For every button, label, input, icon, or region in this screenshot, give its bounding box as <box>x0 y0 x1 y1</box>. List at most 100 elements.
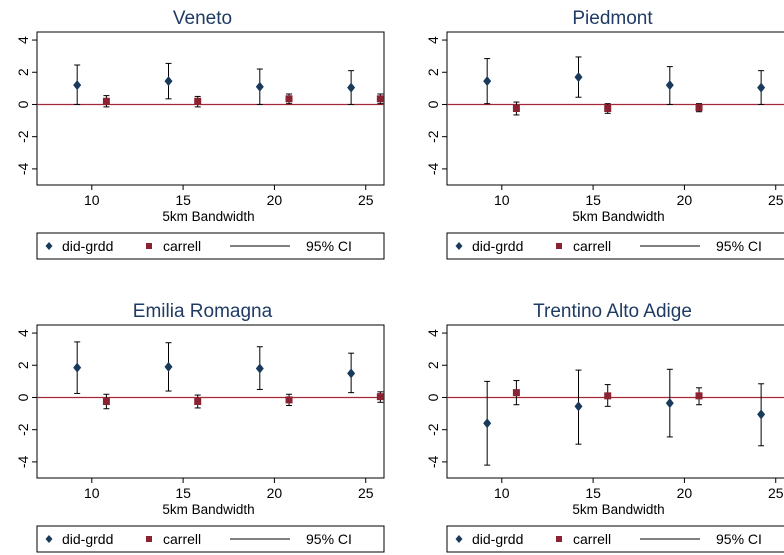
did-grdd-point <box>164 76 173 87</box>
x-tick-label: 10 <box>494 485 510 501</box>
carrell-point <box>102 97 110 105</box>
carrell-point <box>512 389 520 397</box>
did-grdd-point <box>483 418 492 429</box>
did-grdd-point <box>483 76 492 87</box>
x-tick-label: 25 <box>358 485 374 501</box>
diamond-icon <box>45 535 53 543</box>
panel-title: Veneto <box>173 8 232 29</box>
plot-frame <box>36 31 385 186</box>
panel-title: Emilia Romagna <box>133 301 273 322</box>
legend: did-grdd carrell 95% CI <box>36 525 385 553</box>
y-tick-label: 0 <box>425 100 441 108</box>
legend: did-grdd carrell 95% CI <box>446 525 784 553</box>
y-tick-label: 0 <box>425 393 441 401</box>
did-grdd-point <box>255 363 264 374</box>
x-tick-label: 20 <box>677 485 693 501</box>
did-grdd-point <box>164 361 173 372</box>
legend-frame <box>36 232 385 260</box>
y-tick-label: -2 <box>15 130 31 143</box>
legend-label-ci: 95% CI <box>716 238 762 254</box>
carrell-point <box>695 104 703 112</box>
did-grdd-point <box>255 81 264 92</box>
square-icon <box>556 536 562 542</box>
did-grdd-point <box>757 82 766 93</box>
diamond-icon <box>455 242 463 250</box>
y-tick-label: -2 <box>425 130 441 143</box>
carrell-point <box>194 97 202 105</box>
x-axis-label: 5km Bandwidth <box>572 502 664 517</box>
did-grdd-point <box>73 362 82 373</box>
y-tick-label: 4 <box>15 36 31 44</box>
y-tick-label: -4 <box>425 162 441 175</box>
did-grdd-point <box>574 401 583 412</box>
legend-label-carrell: carrell <box>163 531 201 547</box>
x-axis-label: 5km Bandwidth <box>162 209 254 224</box>
x-axis-label: 5km Bandwidth <box>572 209 664 224</box>
did-grdd-point <box>347 368 356 379</box>
panel-title: Piedmont <box>572 8 653 29</box>
x-tick-label: 20 <box>267 192 283 208</box>
plot-frame <box>446 31 784 186</box>
legend-label-did-grdd: did-grdd <box>472 238 523 254</box>
x-tick-label: 15 <box>175 485 191 501</box>
square-icon <box>146 536 152 542</box>
y-tick-label: 2 <box>425 361 441 369</box>
carrell-point <box>376 95 384 103</box>
carrell-point <box>376 393 384 401</box>
x-tick-label: 25 <box>358 192 374 208</box>
legend-label-carrell: carrell <box>573 238 611 254</box>
y-tick-label: -4 <box>15 162 31 175</box>
legend-label-did-grdd: did-grdd <box>62 238 113 254</box>
y-tick-label: 2 <box>15 361 31 369</box>
carrell-point <box>285 396 293 404</box>
carrell-point <box>194 398 202 405</box>
diamond-icon <box>455 535 463 543</box>
x-tick-label: 10 <box>84 485 100 501</box>
did-grdd-point <box>73 80 82 91</box>
legend-label-did-grdd: did-grdd <box>62 531 113 547</box>
legend-label-did-grdd: did-grdd <box>472 531 523 547</box>
y-tick-label: 0 <box>15 100 31 108</box>
carrell-point <box>285 95 293 103</box>
carrell-point <box>604 105 612 112</box>
square-icon <box>146 243 152 249</box>
legend-frame <box>446 232 784 260</box>
y-tick-label: -4 <box>15 455 31 468</box>
square-icon <box>556 243 562 249</box>
x-tick-label: 20 <box>677 192 693 208</box>
y-tick-label: 2 <box>425 68 441 76</box>
did-grdd-point <box>757 409 766 420</box>
legend: did-grdd carrell 95% CI <box>36 232 385 260</box>
x-tick-label: 15 <box>585 192 601 208</box>
did-grdd-point <box>574 72 583 83</box>
legend-label-ci: 95% CI <box>716 531 762 547</box>
x-tick-label: 25 <box>768 485 784 501</box>
diamond-icon <box>45 242 53 250</box>
x-tick-label: 25 <box>768 192 784 208</box>
y-tick-label: -4 <box>425 455 441 468</box>
legend-label-ci: 95% CI <box>306 238 352 254</box>
y-tick-label: 4 <box>425 329 441 337</box>
panel-title: Trentino Alto Adige <box>533 301 692 322</box>
legend-label-carrell: carrell <box>163 238 201 254</box>
y-tick-label: 4 <box>15 329 31 337</box>
carrell-point <box>512 105 520 112</box>
legend-frame <box>36 525 385 553</box>
did-grdd-point <box>347 82 356 93</box>
x-axis-label: 5km Bandwidth <box>162 502 254 517</box>
x-tick-label: 15 <box>175 192 191 208</box>
plot-frame <box>446 324 784 479</box>
y-tick-label: 4 <box>425 36 441 44</box>
carrell-point <box>604 392 612 400</box>
y-tick-label: 0 <box>15 393 31 401</box>
carrell-point <box>102 398 110 405</box>
x-tick-label: 10 <box>494 192 510 208</box>
legend-label-ci: 95% CI <box>306 531 352 547</box>
legend-frame <box>446 525 784 553</box>
legend-label-carrell: carrell <box>573 531 611 547</box>
